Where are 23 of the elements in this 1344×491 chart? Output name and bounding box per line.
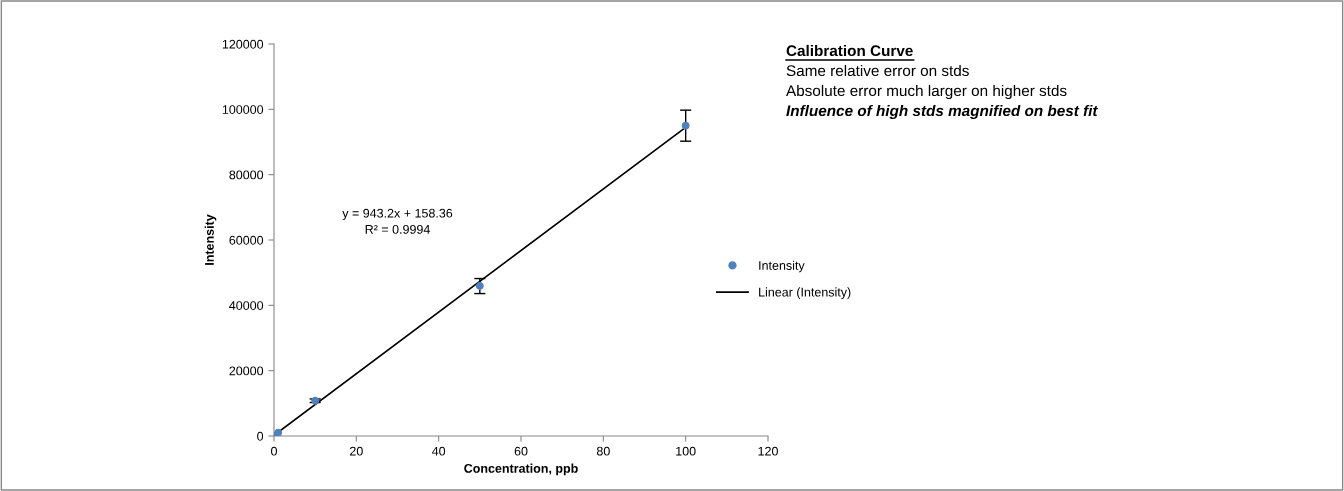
y-tick-label: 80000 [229, 170, 264, 180]
x-tick-label: 20 [350, 446, 363, 456]
legend-label: Intensity [759, 260, 805, 273]
legend-label: Linear (Intensity) [759, 287, 851, 300]
y-tick-label: 40000 [229, 301, 264, 310]
y-tick-label: 100000 [222, 105, 264, 114]
x-axis-title: Concentration, ppb [464, 463, 578, 476]
y-tick-label: 120000 [222, 39, 264, 49]
text: Absolute error much larger on higher stds [786, 84, 1067, 100]
y-tick-label: 0 [257, 431, 264, 441]
x-tick-label: 0 [271, 446, 277, 456]
y-tick-label: 60000 [229, 235, 264, 245]
x-tick-label: 80 [596, 446, 610, 456]
x-tick-label: 60 [514, 446, 528, 456]
y-tick-label: 20000 [229, 366, 264, 376]
y-axis-title: Intensity [204, 214, 217, 265]
annotation: y = 943.2x + 158.36 R² = 0.9994 [342, 208, 453, 234]
x-tick-label: 120 [758, 446, 778, 456]
text: Influence of high stds magnified on best fit [786, 104, 1099, 120]
x-tick-label: 100 [676, 446, 696, 456]
text: Calibration Curve [786, 44, 913, 57]
x-tick-label: 40 [432, 446, 446, 456]
text: Same relative error on stds [786, 64, 969, 77]
